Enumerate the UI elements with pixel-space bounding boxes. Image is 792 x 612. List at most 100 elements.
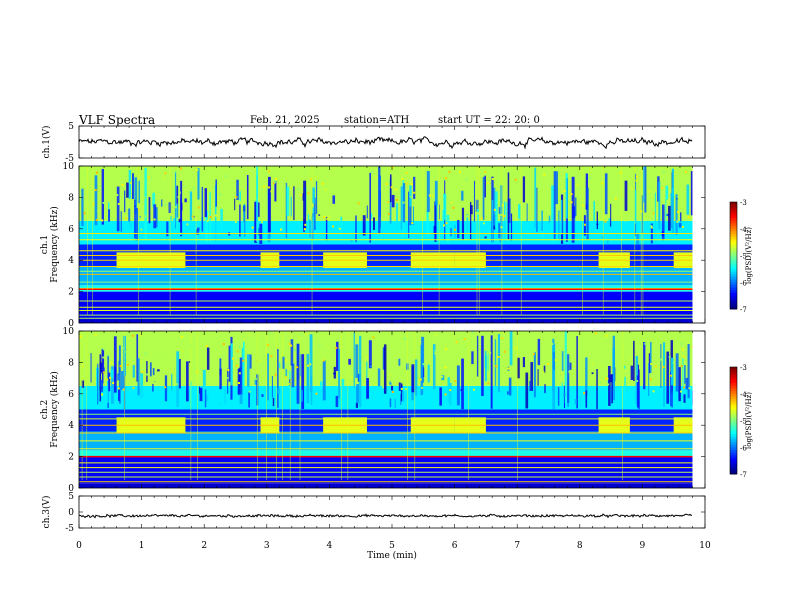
sferic-streak <box>136 334 139 382</box>
sferic-streak <box>256 166 259 242</box>
start-time-label: start UT = 22: 20: 0 <box>438 115 540 126</box>
noise-cell <box>599 381 602 384</box>
sferic-streak <box>325 216 328 241</box>
sferic-streak <box>518 204 521 227</box>
noise-cell <box>121 347 124 350</box>
y-tick-label: 8 <box>68 358 74 368</box>
noise-cell <box>154 353 157 356</box>
sferic-streak <box>128 208 131 222</box>
sferic-streak <box>548 215 551 223</box>
noise-cell <box>206 219 209 222</box>
sferic-streak <box>366 205 368 219</box>
noise-cell <box>143 196 146 199</box>
noise-cell <box>372 336 375 339</box>
y-tick-label: 0 <box>68 319 74 329</box>
noise-cell <box>650 226 653 229</box>
spectral-band <box>79 409 693 432</box>
sferic-streak <box>301 354 305 410</box>
sferic-streak <box>81 188 84 226</box>
noise-cell <box>622 340 625 343</box>
colorbar-cell <box>730 279 737 283</box>
colorbar-cell <box>730 375 737 379</box>
sferic-streak <box>441 230 443 236</box>
sferic-streak <box>285 369 288 378</box>
noise-cell <box>394 188 397 191</box>
sferic-streak <box>152 368 155 376</box>
colorbar-cell <box>730 460 737 464</box>
x-axis-label: Time (min) <box>367 550 417 561</box>
noise-cell <box>402 201 405 204</box>
colorbar-cell <box>730 420 737 424</box>
noise-cell <box>493 208 496 211</box>
y-tick-label: 0 <box>68 508 74 518</box>
noise-cell <box>503 350 506 353</box>
sferic-streak <box>574 209 576 238</box>
sferic-streak <box>561 382 563 387</box>
noise-cell <box>125 350 128 353</box>
sferic-streak <box>526 203 528 222</box>
sferic-streak <box>132 173 134 200</box>
sferic-streak <box>637 364 639 384</box>
sferic-streak <box>322 360 326 401</box>
noise-cell <box>95 171 98 174</box>
sferic-streak <box>671 391 673 408</box>
noise-cell <box>497 356 500 359</box>
sferic-streak <box>199 387 203 402</box>
noise-cell <box>591 362 594 365</box>
colorbar-cell <box>730 383 737 387</box>
noise-cell <box>434 352 437 355</box>
colorbar-cell <box>730 244 737 248</box>
noise-cell <box>649 378 652 381</box>
colorbar-cell <box>730 393 737 397</box>
noise-cell <box>81 365 84 368</box>
noise-cell <box>215 214 218 217</box>
noise-cell <box>289 186 292 189</box>
sferic-streak <box>676 198 678 200</box>
sferic-streak <box>553 171 556 239</box>
colorbar-cell <box>730 412 737 416</box>
noise-cell <box>454 337 457 340</box>
noise-cell <box>444 345 447 348</box>
sferic-streak <box>137 358 140 396</box>
noise-cell <box>174 206 177 209</box>
sferic-streak <box>604 173 608 215</box>
sferic-streak <box>398 358 401 366</box>
noise-cell <box>164 172 167 175</box>
noise-cell <box>193 187 196 190</box>
noise-cell <box>270 355 273 358</box>
sferic-streak <box>484 356 487 382</box>
sferic-streak <box>456 365 460 406</box>
noise-cell <box>93 369 96 372</box>
noise-cell <box>680 365 683 368</box>
noise-cell <box>350 375 353 378</box>
noise-cell <box>652 212 655 215</box>
noise-cell <box>162 177 165 180</box>
colorbar-cell <box>730 202 737 206</box>
sferic-streak <box>188 361 191 363</box>
noise-cell <box>116 194 119 197</box>
noise-cell <box>514 347 517 350</box>
sferic-streak <box>608 365 611 406</box>
spectral-band <box>79 483 693 488</box>
colorbar-cell <box>730 380 737 384</box>
noise-cell <box>140 228 143 231</box>
y-tick-label: 10 <box>63 327 75 337</box>
sferic-streak <box>206 347 210 370</box>
sferic-streak <box>120 211 122 232</box>
sferic-streak <box>113 336 117 393</box>
sferic-streak <box>680 212 682 222</box>
noise-cell <box>635 179 638 182</box>
sferic-streak <box>443 193 447 220</box>
colorbar-cell <box>730 260 737 265</box>
sferic-streak <box>311 216 314 240</box>
noise-cell <box>196 168 199 171</box>
sferic-streak <box>505 202 508 239</box>
sferic-streak <box>661 204 665 241</box>
sferic-streak <box>517 357 520 379</box>
noise-cell <box>304 223 307 226</box>
noise-cell <box>270 190 273 193</box>
colorbar-tick-label: -7 <box>740 306 747 314</box>
colorbar-tick-label: -3 <box>740 364 747 372</box>
sferic-streak <box>662 342 665 407</box>
sferic-streak <box>301 389 303 402</box>
